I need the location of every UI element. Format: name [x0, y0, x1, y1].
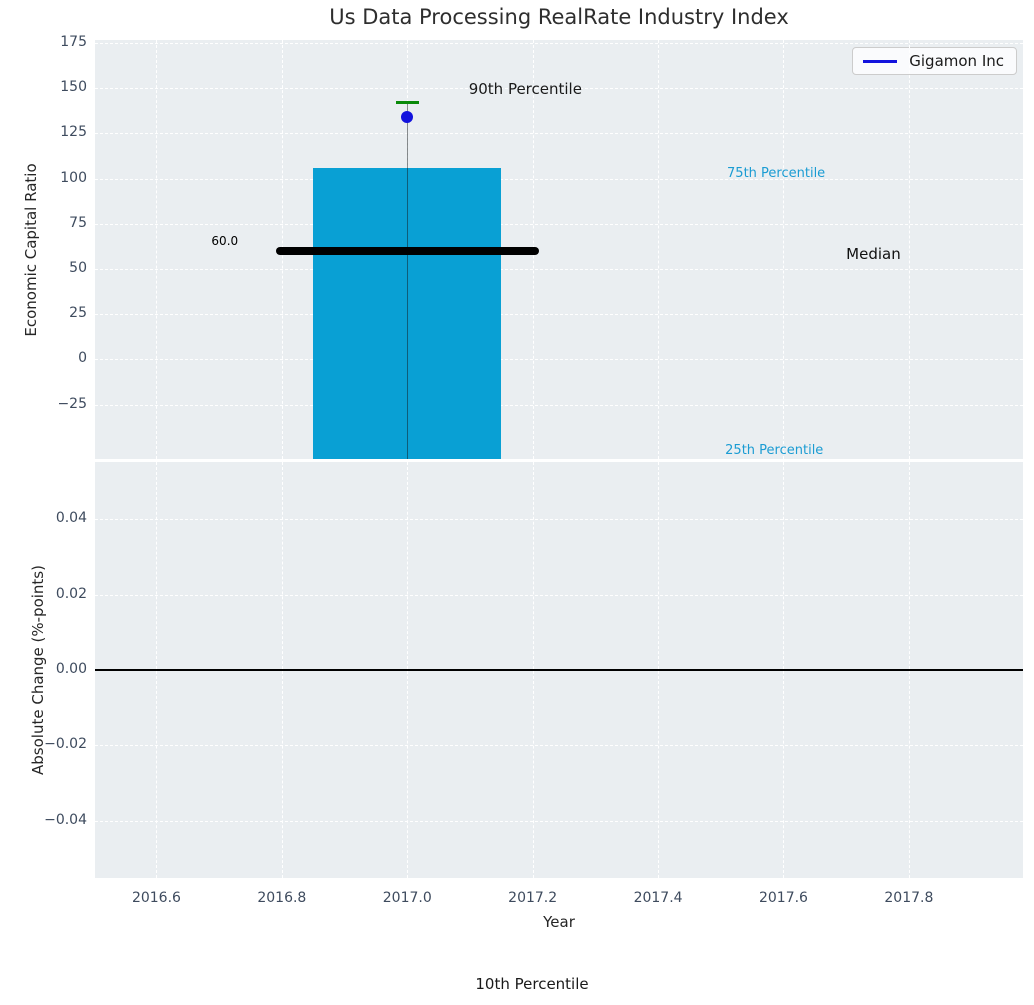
p90-cap: [395, 101, 419, 105]
x-tick-label: 2017.8: [884, 890, 934, 906]
gridline-horizontal: [95, 404, 1023, 406]
x-tick-label: 2016.8: [257, 890, 307, 906]
x-tick-label: 2017.6: [758, 890, 808, 906]
y-tick-label-bottom: 0.00: [55, 661, 87, 677]
y-tick-label-top: 50: [69, 260, 87, 277]
median-line: [275, 246, 539, 255]
gridline-horizontal: [95, 594, 1023, 596]
gridline-vertical: [156, 40, 158, 459]
gridline-horizontal: [95, 314, 1023, 316]
gridline-horizontal: [95, 519, 1023, 520]
axes-economic-capital-ratio: Gigamon Inc 60.0 90th Percentile 75th Perc…: [95, 40, 1023, 459]
whisker-stem: [406, 102, 408, 459]
y-tick-label-top: 0: [78, 350, 87, 367]
y-tick-label-top: 175: [60, 34, 87, 51]
gridline-horizontal: [95, 178, 1023, 180]
x-tick-label: 2016.6: [131, 890, 181, 906]
annotation-median: Median: [846, 244, 901, 263]
gridline-horizontal: [95, 88, 1023, 90]
axes-absolute-change: [95, 462, 1023, 878]
gridline-vertical: [783, 40, 785, 459]
annotation-25th-percentile: 25th Percentile: [725, 442, 824, 458]
y-tick-label-top: 125: [60, 124, 87, 141]
gridline-horizontal: [95, 359, 1023, 361]
x-tick-label: 2017.2: [508, 890, 558, 906]
gridline-horizontal: [95, 269, 1023, 271]
y-tick-label-top: 75: [69, 214, 87, 231]
gridline-horizontal: [95, 745, 1023, 747]
x-axis-label: Year: [543, 913, 575, 931]
gridline-vertical: [908, 40, 910, 459]
x-tick-label: 2017.0: [382, 890, 432, 906]
gridline-horizontal: [95, 820, 1023, 822]
y-tick-label-top: 25: [69, 305, 87, 322]
y-tick-label-top: 100: [60, 169, 87, 186]
gridline-horizontal: [95, 43, 1023, 45]
gridline-horizontal: [95, 133, 1023, 135]
y-tick-label-bottom: −0.02: [44, 736, 87, 753]
annotation-75th-percentile: 75th Percentile: [727, 166, 826, 182]
chart-title: Us Data Processing RealRate Industry Ind…: [329, 5, 789, 29]
legend: Gigamon Inc: [852, 47, 1017, 75]
company-point: [401, 111, 414, 124]
y-tick-label-top: 150: [60, 79, 87, 96]
zero-line: [95, 669, 1023, 671]
caption-10th-percentile: 10th Percentile: [475, 975, 589, 993]
y-tick-label-bottom: −0.04: [44, 811, 87, 828]
annotation-60-0: 60.0: [211, 233, 239, 248]
x-tick-label: 2017.4: [633, 890, 683, 906]
gridline-horizontal: [95, 223, 1023, 225]
y-tick-label-bottom: 0.04: [55, 510, 87, 526]
annotation-90th-percentile: 90th Percentile: [468, 79, 582, 98]
legend-line-sample: [863, 59, 898, 63]
gridline-vertical: [658, 40, 660, 459]
y-tick-label-top: −25: [57, 395, 87, 412]
y-tick-label-bottom: 0.02: [55, 585, 87, 602]
legend-label: Gigamon Inc: [909, 52, 1004, 70]
